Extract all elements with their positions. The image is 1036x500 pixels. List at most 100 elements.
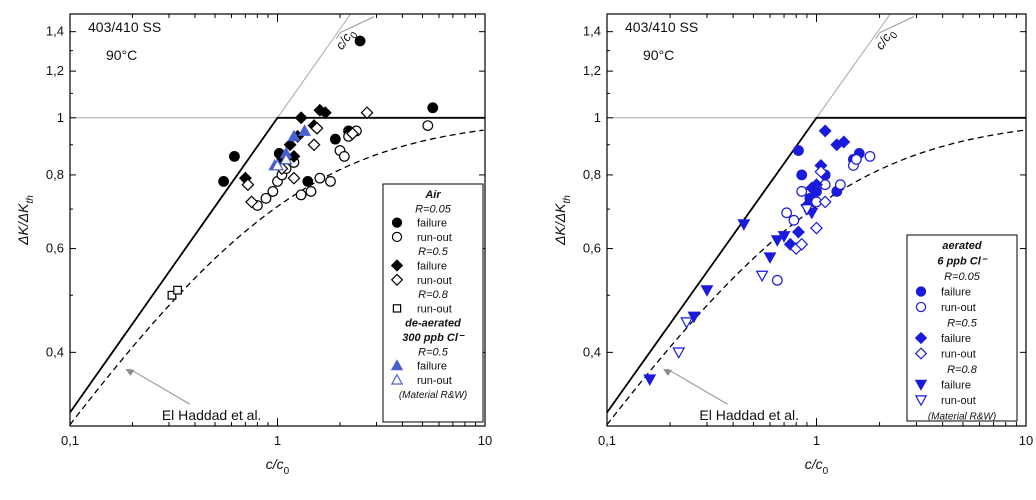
data-point [700, 285, 714, 297]
material-label: 403/410 SS [88, 19, 161, 35]
data-point [643, 374, 657, 386]
legend-r-ratio: R=0.5 [418, 246, 449, 258]
legend-label: failure [417, 361, 447, 373]
legend-marker [915, 301, 927, 313]
data-point [173, 285, 182, 295]
data-point [864, 151, 876, 162]
data-point [834, 179, 846, 191]
legend: Air R=0.05 failure run-out R=0.5 failure run-o… [382, 183, 484, 423]
data-point [329, 133, 341, 145]
series-square-open [167, 285, 182, 300]
kitagawa-takahashi-line [607, 116, 1026, 414]
data-point [298, 124, 311, 136]
legend-label: run-out [941, 349, 976, 361]
legend-marker [391, 231, 403, 243]
el-haddad-curve [70, 129, 484, 426]
data-point [818, 124, 832, 138]
legend-note: (Material R&W) [928, 412, 996, 423]
data-point [287, 129, 301, 142]
material-label: 403/410 SS [625, 19, 698, 35]
legend-label: failure [417, 218, 447, 230]
slope-extension-line [277, 14, 352, 119]
legend-heading: Air [424, 189, 441, 201]
data-point [305, 186, 317, 197]
data-point [287, 171, 301, 185]
data-point [427, 102, 439, 114]
data-point [737, 219, 751, 231]
data-point [279, 152, 293, 165]
data-point [770, 235, 784, 247]
legend-marker [390, 373, 404, 385]
data-point [814, 165, 828, 179]
data-point [302, 175, 314, 187]
el-haddad-arrowhead [662, 368, 672, 376]
data-point [788, 214, 800, 226]
y-tick-label: 1,4 [46, 24, 64, 39]
data-point [310, 121, 324, 135]
legend-marker [390, 273, 404, 286]
y-tick-label: 0,4 [583, 344, 601, 359]
legend-label: run-out [417, 232, 452, 244]
data-point [354, 35, 366, 47]
legend-label: failure [417, 261, 447, 273]
chart-right: 0,1 1 10 0,4 0,6 0,8 1 1,2 1,4 c/c0 ΔK/ΔKth 403/410… [552, 13, 1033, 477]
x-tick-label: 0,1 [598, 433, 616, 448]
data-point [346, 127, 360, 141]
legend-r-ratio: R=0.8 [947, 364, 978, 376]
legend-label: run-out [417, 303, 452, 315]
data-point [800, 204, 814, 216]
chart-left: 0,1 1 10 0,4 0,6 0,8 1 1,2 1,4 c/c0 ΔK/ΔKth 403/410… [15, 13, 492, 477]
y-tick-label: 0,6 [46, 241, 64, 256]
data-point [267, 186, 279, 197]
legend-heading: de-aerated [405, 318, 461, 330]
legend-box [906, 234, 1018, 422]
data-point [218, 175, 230, 187]
data-point [338, 151, 350, 162]
legend: aerated 6 ppb Cl⁻ R=0.05 failure run-out R=0.… [906, 234, 1018, 423]
legend-marker [915, 286, 927, 297]
data-point [850, 153, 862, 165]
x-tick-label: 0,1 [61, 433, 79, 448]
y-tick-label: 1 [57, 110, 64, 125]
y-tick-label: 0,6 [583, 241, 601, 256]
data-point [245, 195, 259, 209]
el-haddad-label: El Haddad et al. [162, 407, 262, 423]
legend-label: failure [941, 380, 971, 392]
legend-marker [914, 395, 928, 407]
legend-marker [390, 259, 404, 272]
slope-line-marker [879, 16, 915, 34]
data-point [260, 192, 272, 204]
x-axis-title: c/c0 [266, 456, 290, 477]
el-haddad-label: El Haddad et al. [699, 407, 799, 423]
slope-line-marker [875, 32, 881, 39]
legend-heading: aerated [942, 240, 981, 252]
legend-r-ratio: R=0.05 [415, 203, 452, 215]
data-point [777, 231, 791, 243]
el-haddad-arrow [666, 368, 728, 405]
data-point [294, 111, 308, 125]
data-point [783, 237, 797, 251]
plot-area [70, 14, 485, 426]
data-point [810, 178, 823, 192]
data-point [422, 120, 434, 131]
legend-marker [390, 359, 404, 371]
legend-label: run-out [941, 395, 976, 407]
data-point [687, 311, 701, 324]
data-point [796, 186, 808, 197]
series-triangle-down-filled [643, 207, 819, 386]
el-haddad-arrow [129, 368, 191, 405]
data-point [795, 237, 809, 251]
y-axis-title: ΔK/ΔKth [552, 195, 573, 246]
x-axis-title: c/c0 [805, 456, 829, 477]
data-point [763, 252, 777, 264]
legend-r-ratio: R=0.5 [418, 346, 449, 358]
legend-r-ratio: R=0.5 [947, 318, 978, 330]
legend-subheading: 6 ppb Cl⁻ [937, 256, 987, 268]
data-point [771, 274, 783, 286]
data-point [283, 138, 297, 152]
y-tick-label: 0,8 [583, 167, 601, 182]
legend-label: failure [941, 287, 971, 299]
legend-label: failure [941, 333, 971, 345]
data-point [680, 317, 694, 329]
